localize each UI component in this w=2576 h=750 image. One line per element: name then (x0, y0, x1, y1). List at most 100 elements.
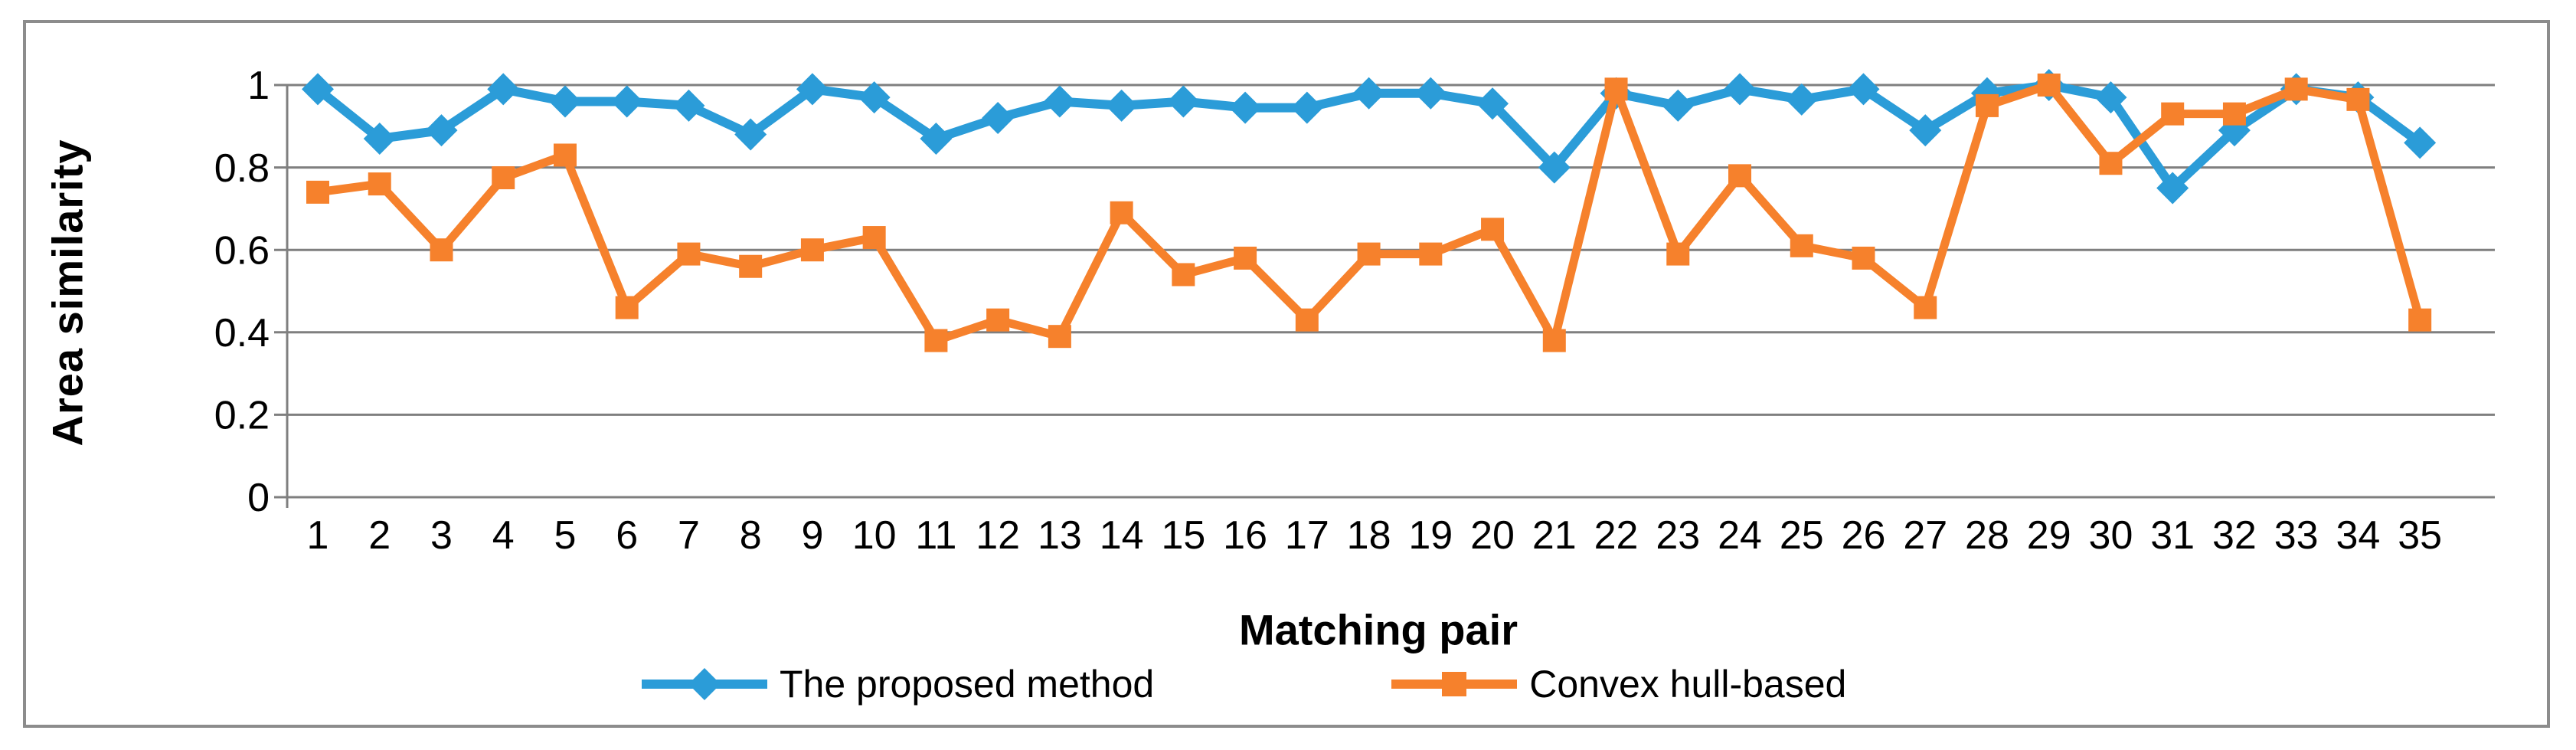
x-tick-label: 10 (852, 513, 897, 558)
data-point-square (924, 329, 948, 352)
gridlines (274, 84, 2495, 499)
x-tick-label: 29 (2027, 513, 2071, 558)
data-point-diamond (2156, 172, 2189, 205)
x-tick-label: 2 (368, 513, 391, 558)
data-point-square (1048, 325, 1071, 349)
x-tick-label: 7 (678, 513, 700, 558)
y-tick-label: 0.2 (214, 394, 270, 438)
x-tick-label: 13 (1038, 513, 1082, 558)
x-tick-label: 23 (1656, 513, 1700, 558)
data-point-square (368, 172, 391, 196)
data-point-diamond (1724, 73, 1757, 106)
x-tick-label: 4 (492, 513, 515, 558)
legend-item-convex-hull: Convex hull-based (1390, 662, 1846, 706)
data-point-diamond (1847, 73, 1880, 106)
x-tick-label: 24 (1718, 513, 1762, 558)
y-axis-title: Area similarity (43, 139, 92, 447)
data-point-square (2408, 308, 2432, 332)
x-tick-label: 30 (2089, 513, 2133, 558)
data-point-square (1790, 234, 1813, 257)
data-point-square (615, 296, 639, 319)
data-point-diamond (1414, 77, 1447, 110)
x-tick-label: 9 (801, 513, 823, 558)
x-tick-label: 33 (2274, 513, 2319, 558)
data-point-square (739, 254, 763, 278)
x-tick-label: 22 (1594, 513, 1639, 558)
data-point-square (2161, 102, 2185, 126)
x-tick-label: 32 (2212, 513, 2257, 558)
data-point-diamond (796, 73, 829, 106)
x-tick-label: 27 (1903, 513, 1947, 558)
data-point-square (1481, 218, 1505, 241)
data-point-diamond (2094, 81, 2127, 114)
data-point-square (677, 242, 701, 266)
data-point-square (2099, 152, 2123, 175)
x-tick-label: 26 (1842, 513, 1886, 558)
data-point-diamond (1352, 77, 1385, 110)
data-point-diamond (734, 118, 767, 151)
legend-label-convex-hull: Convex hull-based (1529, 663, 1847, 706)
x-tick-label: 12 (976, 513, 1020, 558)
y-tick-label: 1 (247, 64, 270, 108)
data-point-square (1172, 263, 1195, 287)
x-tick-label: 18 (1347, 513, 1391, 558)
legend-marker-square-icon (1391, 672, 1518, 696)
legend-marker-diamond-icon (642, 668, 767, 700)
legend-item-proposed-method: The proposed method (640, 662, 1154, 706)
data-point-square (1357, 242, 1381, 266)
data-point-diamond (982, 102, 1015, 135)
data-point-diamond (610, 85, 643, 118)
series-convex-hull (306, 74, 2432, 352)
y-tick-label: 0.6 (214, 228, 270, 273)
legend-label-proposed-method: The proposed method (780, 663, 1155, 706)
x-tick-label: 15 (1161, 513, 1205, 558)
x-tick-label: 21 (1532, 513, 1577, 558)
x-tick-label: 5 (554, 513, 576, 558)
x-tick-label: 16 (1223, 513, 1267, 558)
data-point-square (1728, 164, 1752, 188)
data-point-diamond (920, 122, 953, 155)
y-tick-label: 0 (247, 476, 270, 520)
data-point-square (1542, 329, 1566, 352)
x-tick-label: 35 (2398, 513, 2442, 558)
x-tick-label: 6 (616, 513, 638, 558)
data-point-square (862, 226, 886, 250)
data-point-diamond (672, 89, 705, 122)
x-tick-label: 3 (430, 513, 453, 558)
data-point-square (1975, 93, 1999, 117)
x-tick-label: 31 (2150, 513, 2195, 558)
x-tick-label: 17 (1285, 513, 1329, 558)
data-point-square (492, 166, 515, 190)
legend: The proposed method Convex hull-based (640, 657, 1846, 711)
data-point-diamond (425, 114, 458, 147)
data-point-diamond (1043, 85, 1076, 118)
data-point-square (1914, 296, 1937, 319)
data-point-square (1852, 246, 1875, 270)
data-point-diamond (1290, 91, 1323, 124)
x-tick-labels: 1 2 3 4 5 6 7 8 9 10 11 12 13 14 15 16 17 18 19 20 21 22 23 24 2… (307, 513, 2443, 558)
data-point-diamond (1105, 89, 1138, 122)
data-point-diamond (363, 122, 396, 155)
data-point-diamond (858, 81, 891, 114)
data-point-square (2222, 102, 2246, 126)
data-point-square (430, 238, 453, 262)
data-point-square (553, 143, 577, 167)
x-tick-label: 20 (1470, 513, 1515, 558)
data-point-diamond (1785, 83, 1818, 116)
data-point-square (1234, 246, 1257, 270)
data-point-diamond (1662, 89, 1695, 122)
x-tick-label: 1 (307, 513, 329, 558)
x-tick-label: 25 (1780, 513, 1824, 558)
x-axis-title: Matching pair (1238, 605, 1518, 654)
data-point-diamond (1538, 151, 1571, 184)
x-tick-label: 34 (2336, 513, 2380, 558)
x-tick-label: 8 (740, 513, 762, 558)
x-tick-label: 19 (1408, 513, 1453, 558)
data-point-diamond (1909, 114, 1942, 147)
data-point-square (2346, 87, 2370, 111)
y-tick-label: 0.8 (214, 146, 270, 191)
data-point-diamond (1476, 87, 1509, 120)
data-point-diamond (302, 73, 334, 106)
data-point-diamond (1167, 85, 1200, 118)
